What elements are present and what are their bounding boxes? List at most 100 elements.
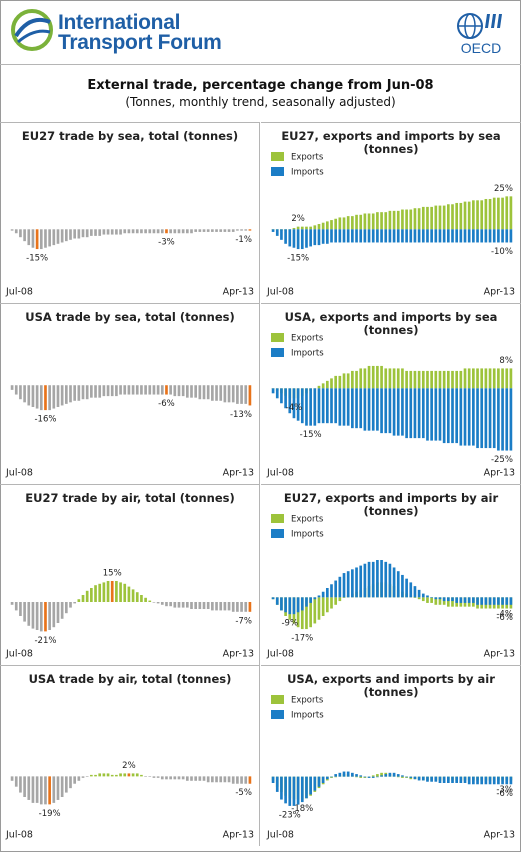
bar	[434, 205, 438, 230]
bar	[359, 775, 363, 777]
bar	[355, 388, 358, 429]
bar	[459, 597, 463, 603]
bar	[185, 385, 189, 398]
bar	[56, 602, 60, 623]
bar	[177, 602, 181, 608]
bar	[367, 213, 371, 230]
value-label: -6%	[496, 789, 513, 799]
bar	[442, 388, 446, 444]
bar	[198, 776, 202, 781]
bar	[309, 776, 312, 795]
bar	[376, 212, 379, 230]
bar	[156, 385, 160, 395]
bar	[325, 380, 329, 389]
bar	[94, 585, 97, 602]
bar	[35, 385, 39, 409]
value-label: -21%	[34, 636, 56, 646]
bar	[492, 597, 496, 605]
bar	[371, 776, 375, 778]
bar	[173, 602, 177, 608]
bar	[451, 370, 454, 389]
bar	[140, 595, 143, 602]
bar	[334, 774, 338, 777]
bar	[455, 388, 459, 444]
bar	[60, 385, 64, 406]
bar	[135, 592, 139, 602]
bar	[219, 602, 223, 611]
bar	[342, 388, 346, 426]
bar	[292, 776, 296, 806]
bar	[198, 385, 202, 400]
bar	[438, 776, 442, 783]
panel	[0, 484, 260, 665]
bar	[334, 580, 338, 598]
bar	[148, 776, 152, 777]
oecd-logo-icon	[457, 13, 502, 39]
x-tick-label: Jul-08	[5, 649, 33, 660]
bar	[401, 388, 404, 436]
bar	[409, 776, 413, 778]
bar	[300, 226, 304, 230]
bar	[505, 388, 509, 451]
value-label: -3%	[496, 785, 513, 795]
value-label: -6%	[496, 613, 513, 623]
bar	[325, 597, 329, 613]
bar	[501, 368, 504, 389]
bar	[284, 229, 287, 244]
bar	[401, 776, 404, 778]
bar	[148, 385, 152, 395]
bar	[509, 229, 513, 243]
bar	[417, 229, 421, 243]
x-tick-label: Apr-13	[484, 468, 515, 479]
bar	[275, 229, 279, 236]
bar	[313, 225, 317, 230]
bar	[44, 602, 47, 632]
bar	[426, 206, 429, 230]
bar	[115, 774, 118, 777]
bar	[451, 776, 454, 783]
bar	[271, 388, 275, 394]
bar	[426, 370, 429, 389]
bar	[94, 385, 97, 398]
bar	[296, 776, 300, 805]
bar	[442, 370, 446, 389]
bar	[300, 776, 304, 803]
bar	[442, 776, 446, 783]
bar	[392, 388, 396, 436]
bar	[313, 229, 317, 246]
bar	[144, 776, 147, 777]
bar	[363, 776, 367, 778]
bar	[472, 200, 475, 230]
bar	[127, 586, 131, 602]
bar	[396, 368, 400, 389]
bar	[492, 368, 496, 389]
x-tick-label: Jul-08	[5, 468, 33, 479]
bar	[244, 385, 248, 404]
bar	[31, 229, 35, 248]
bar	[330, 597, 333, 609]
bar	[459, 229, 463, 243]
bar	[501, 229, 504, 243]
bar	[223, 602, 227, 611]
bar	[463, 388, 467, 446]
bar	[39, 776, 43, 805]
x-tick-label: Jul-08	[5, 830, 33, 841]
bar	[388, 563, 392, 598]
bar	[227, 229, 231, 232]
bar	[131, 385, 135, 395]
bar	[173, 229, 177, 234]
bar	[476, 597, 479, 605]
bar	[198, 602, 202, 609]
bar	[309, 226, 312, 230]
legend-label: Imports	[291, 349, 324, 359]
bar	[367, 561, 371, 598]
bar	[198, 229, 202, 232]
panel	[0, 665, 260, 846]
bar	[60, 776, 64, 797]
bar	[106, 773, 110, 777]
bar	[421, 593, 425, 598]
x-tick-label: Apr-13	[223, 649, 254, 660]
bar	[334, 388, 338, 424]
value-label: -18%	[291, 804, 313, 814]
value-label: 25%	[494, 184, 513, 194]
